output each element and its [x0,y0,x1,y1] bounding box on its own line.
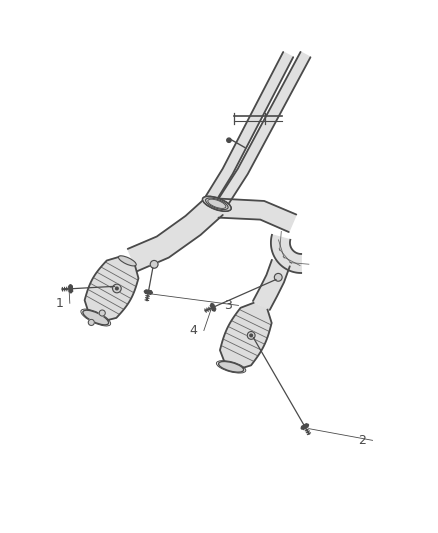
Ellipse shape [83,310,109,325]
Circle shape [116,287,118,290]
Polygon shape [219,199,296,232]
Text: 1: 1 [56,297,64,310]
Circle shape [250,334,252,337]
Ellipse shape [219,361,244,372]
Polygon shape [220,303,272,370]
Polygon shape [85,257,138,321]
Text: 4: 4 [190,324,198,337]
Polygon shape [205,52,293,203]
Polygon shape [253,260,290,310]
Text: 2: 2 [358,434,366,447]
Ellipse shape [118,256,136,266]
Text: 3: 3 [224,299,232,312]
Circle shape [150,261,158,268]
Circle shape [227,138,231,142]
Polygon shape [271,235,301,273]
Polygon shape [219,52,311,205]
Circle shape [99,310,105,316]
Circle shape [88,319,94,326]
Circle shape [247,332,255,340]
Circle shape [113,284,121,293]
Circle shape [274,273,282,281]
Polygon shape [128,197,223,271]
Ellipse shape [202,196,231,212]
